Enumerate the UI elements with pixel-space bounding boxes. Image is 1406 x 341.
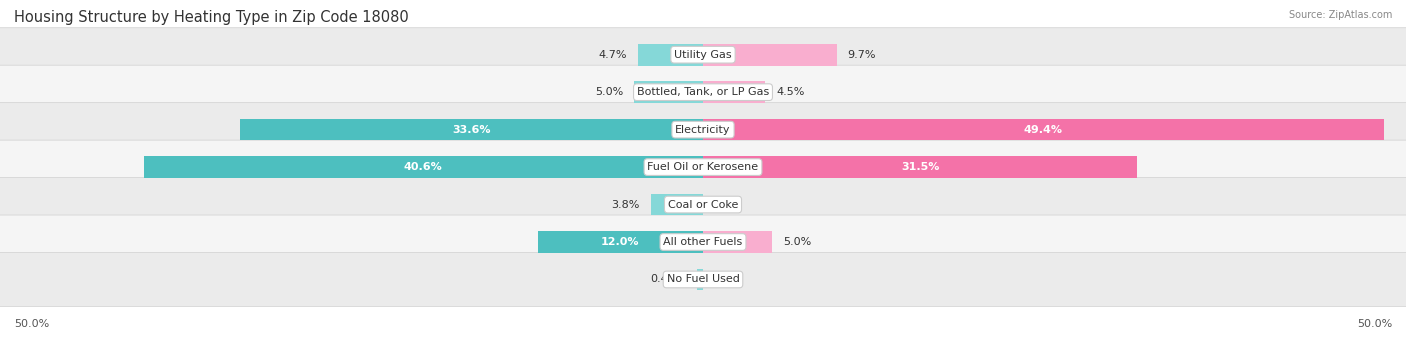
Text: 49.4%: 49.4% <box>1024 124 1063 135</box>
FancyBboxPatch shape <box>0 252 1406 307</box>
Text: 12.0%: 12.0% <box>602 237 640 247</box>
Text: 4.5%: 4.5% <box>776 87 804 97</box>
Text: 31.5%: 31.5% <box>901 162 939 172</box>
Text: 50.0%: 50.0% <box>1357 319 1392 329</box>
Bar <box>651 194 703 216</box>
Text: 0.0%: 0.0% <box>714 199 742 210</box>
Bar <box>143 156 703 178</box>
FancyBboxPatch shape <box>0 178 1406 232</box>
Bar <box>703 231 772 253</box>
Text: Housing Structure by Heating Type in Zip Code 18080: Housing Structure by Heating Type in Zip… <box>14 10 409 25</box>
Bar <box>703 156 1137 178</box>
Text: 9.7%: 9.7% <box>848 50 876 60</box>
Bar <box>537 231 703 253</box>
Text: Utility Gas: Utility Gas <box>675 50 731 60</box>
Bar <box>696 269 703 290</box>
Text: 40.6%: 40.6% <box>404 162 443 172</box>
Text: All other Fuels: All other Fuels <box>664 237 742 247</box>
Bar <box>638 44 703 65</box>
Bar <box>703 119 1384 140</box>
FancyBboxPatch shape <box>0 103 1406 157</box>
Text: Electricity: Electricity <box>675 124 731 135</box>
Text: 4.7%: 4.7% <box>599 50 627 60</box>
FancyBboxPatch shape <box>0 65 1406 119</box>
Text: Bottled, Tank, or LP Gas: Bottled, Tank, or LP Gas <box>637 87 769 97</box>
Text: Coal or Coke: Coal or Coke <box>668 199 738 210</box>
Text: No Fuel Used: No Fuel Used <box>666 275 740 284</box>
Text: 3.8%: 3.8% <box>612 199 640 210</box>
Text: 50.0%: 50.0% <box>14 319 49 329</box>
Bar <box>634 81 703 103</box>
Bar <box>703 81 765 103</box>
FancyBboxPatch shape <box>0 140 1406 194</box>
Text: 5.0%: 5.0% <box>783 237 811 247</box>
Text: 33.6%: 33.6% <box>453 124 491 135</box>
Text: 0.0%: 0.0% <box>714 275 742 284</box>
FancyBboxPatch shape <box>0 215 1406 269</box>
Text: 5.0%: 5.0% <box>595 87 623 97</box>
Bar <box>240 119 703 140</box>
Bar <box>703 44 837 65</box>
Text: Fuel Oil or Kerosene: Fuel Oil or Kerosene <box>647 162 759 172</box>
FancyBboxPatch shape <box>0 28 1406 82</box>
Text: 0.47%: 0.47% <box>650 275 686 284</box>
Text: Source: ZipAtlas.com: Source: ZipAtlas.com <box>1288 10 1392 20</box>
